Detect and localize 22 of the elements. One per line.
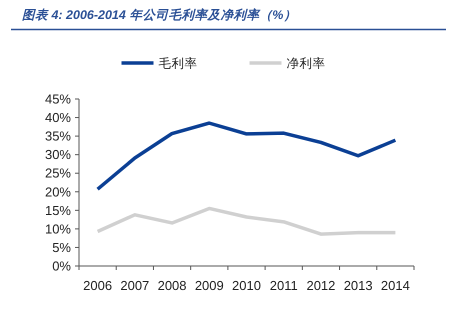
xtick: 2013: [344, 278, 373, 293]
xtick: 2008: [158, 278, 187, 293]
ytick: 5%: [52, 240, 71, 255]
ytick: 15%: [44, 202, 71, 218]
ytick: 20%: [44, 184, 71, 200]
xtick: 2009: [194, 278, 224, 293]
xtick: 2012: [306, 278, 336, 293]
ytick: 40%: [44, 110, 71, 126]
ytick: 45%: [44, 92, 71, 106]
legend: 毛利率: [158, 56, 198, 70]
legend: 净利率: [286, 56, 326, 70]
ytick: 35%: [44, 128, 71, 144]
ytick: 10%: [44, 221, 71, 236]
xtick: 2014: [380, 278, 410, 293]
title: 图表 4: 2006-2014 年公司毛利率及净利率（%）: [22, 8, 296, 22]
xtick: 2007: [120, 278, 150, 293]
xtick: 2011: [270, 278, 298, 293]
ytick: 30%: [44, 147, 71, 162]
xtick: 2006: [83, 278, 112, 293]
xtick: 2010: [232, 278, 261, 293]
ytick: 0%: [52, 258, 71, 274]
ytick: 25%: [44, 166, 71, 181]
